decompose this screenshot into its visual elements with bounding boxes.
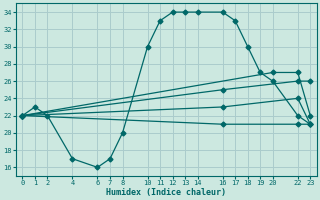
X-axis label: Humidex (Indice chaleur): Humidex (Indice chaleur) [106,188,226,197]
